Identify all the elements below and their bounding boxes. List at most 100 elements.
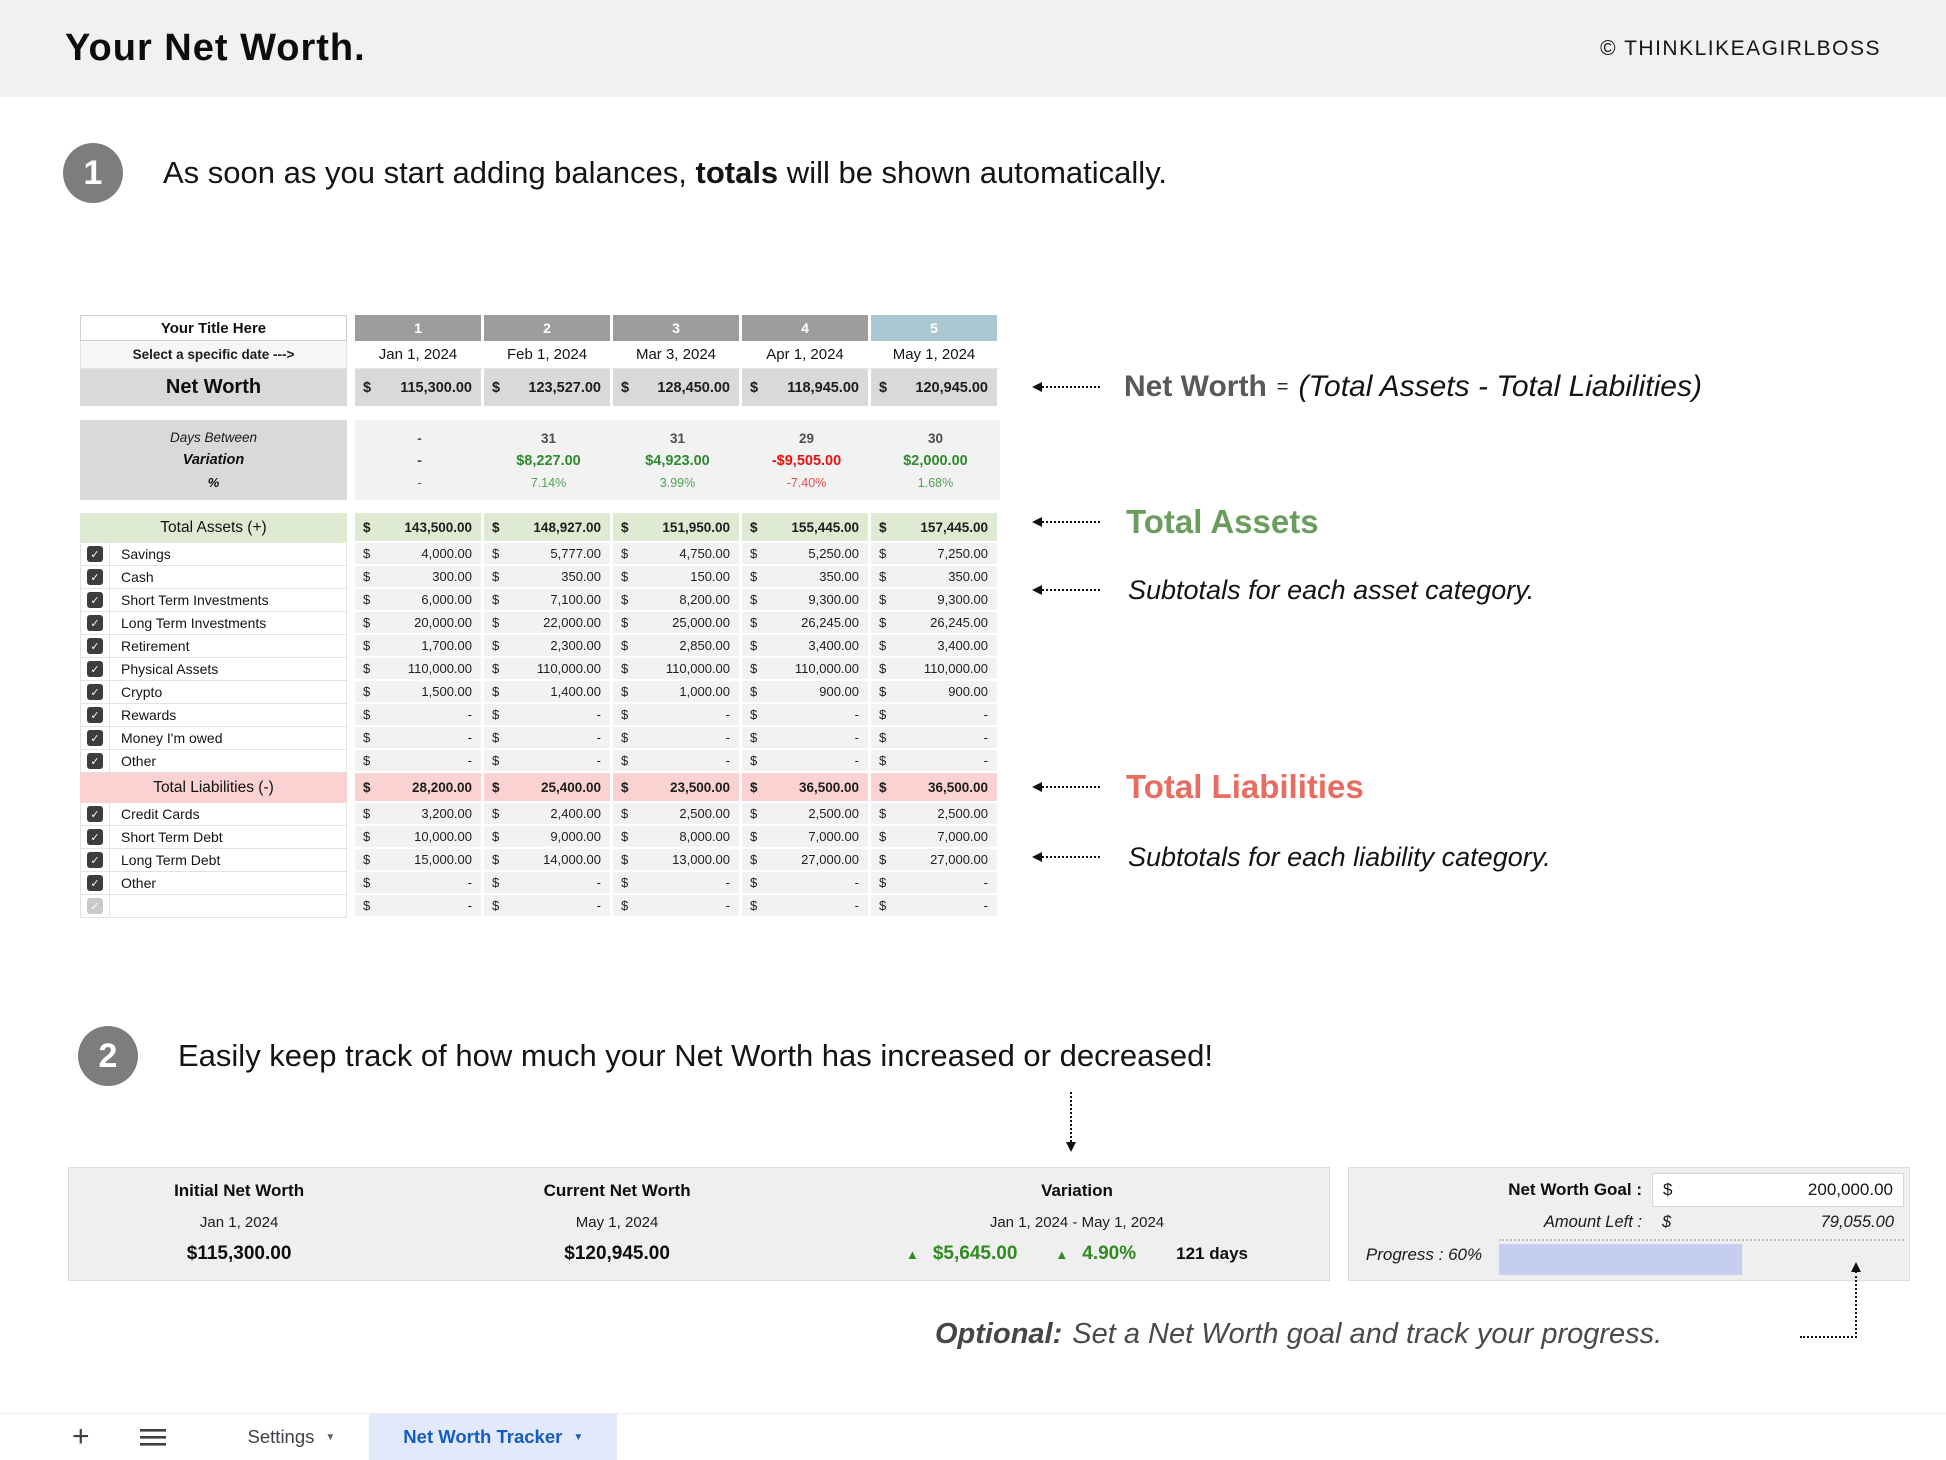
- sheet-cell: $110,000.00: [484, 658, 613, 681]
- variation-value: $4,923.00: [645, 452, 710, 469]
- checkbox-icon: ✓: [87, 569, 103, 585]
- hamburger-icon: [139, 1428, 166, 1446]
- days-between-value: 29: [798, 430, 815, 446]
- checkbox-cell: ✓: [81, 704, 110, 726]
- days-between-value: 31: [669, 430, 686, 446]
- stats-column: - - -: [355, 420, 484, 500]
- sheet-row: ✓ Long Term Debt $15,000.00 $14,000.00 $13,0…: [80, 849, 1000, 872]
- sheet-cell: $ -: [742, 704, 871, 727]
- step-1-badge: 1: [63, 143, 123, 203]
- amount-left-cell: $ 79,055.00: [1652, 1213, 1904, 1232]
- goal-value-cell[interactable]: $ 200,000.00: [1652, 1173, 1904, 1208]
- sheet-row: ✓ Credit Cards $3,200.00 $2,400.00 $2,500.00…: [80, 803, 1000, 826]
- currency-symbol: $: [1662, 1212, 1672, 1231]
- category-row-label: ✓ Long Term Investments: [80, 612, 347, 635]
- sheet-cell: $350.00: [742, 566, 871, 589]
- sheet-cell: $300.00: [355, 566, 484, 589]
- sheet-cell: $1,500.00: [355, 681, 484, 704]
- sheet-cell: $2,850.00: [613, 635, 742, 658]
- sheet-cell: $ -: [355, 750, 484, 773]
- tab-net-worth-tracker[interactable]: Net Worth Tracker ▼: [369, 1414, 618, 1460]
- page-title: Your Net Worth.: [65, 27, 366, 69]
- sheet-cell: $20,000.00: [355, 612, 484, 635]
- percent-value: 7.14%: [530, 475, 567, 490]
- total-assets-row: Total Assets (+): [80, 513, 347, 543]
- summary-variation-percent: 4.90%: [1082, 1243, 1137, 1264]
- sheet-row: ✓ Long Term Investments $20,000.00 $22,000.…: [80, 612, 1000, 635]
- sheet-cell: $148,927.00: [484, 513, 613, 543]
- annotation-liabilities-subtotals: Subtotals for each liability category.: [1032, 839, 1551, 875]
- checkbox-cell: ✓: [81, 727, 110, 749]
- stats-column: 29 -$9,505.00 -7.40%: [742, 420, 871, 500]
- summary-current-date: May 1, 2024: [575, 1213, 659, 1231]
- all-sheets-button[interactable]: [139, 1428, 166, 1446]
- category-row-label: ✓ Retirement: [80, 635, 347, 658]
- summary-current-label: Current Net Worth: [543, 1181, 691, 1200]
- sheet-row: ✓ Other $ - $ - $ - $ - $ -: [80, 750, 1000, 773]
- sheet-cell: $15,000.00: [355, 849, 484, 872]
- sheet-cell: $9,300.00: [871, 589, 1000, 612]
- sheet-cell: $123,527.00: [484, 369, 613, 406]
- sheet-row: ✓ Crypto $1,500.00 $1,400.00 $1,000.00 $900.0…: [80, 681, 1000, 704]
- tab-settings-label: Settings: [247, 1426, 315, 1447]
- sheet-cell: $2,500.00: [613, 803, 742, 826]
- sheet-cell: $ -: [613, 895, 742, 918]
- category-name: Savings: [121, 546, 171, 562]
- add-sheet-button[interactable]: +: [72, 1420, 90, 1453]
- sheet-row: Net Worth $115,300.00 $123,527.00 $128,450.…: [80, 369, 1000, 406]
- category-row-label: ✓ Credit Cards: [80, 803, 347, 826]
- annotation-net-worth-formula: (Total Assets - Total Liabilities): [1298, 370, 1702, 403]
- dashed-arrow-left-icon: [1032, 852, 1100, 862]
- stats-column: 30 $2,000.00 1.68%: [871, 420, 1000, 500]
- dashed-arrow-down-icon: [1066, 1092, 1076, 1152]
- sheet-cell: $900.00: [871, 681, 1000, 704]
- column-number-header: 5: [871, 315, 1000, 341]
- sheet-title-cell: Your Title Here: [80, 315, 347, 341]
- net-worth-label-cell: Net Worth: [80, 369, 347, 406]
- sheet-cell: $13,000.00: [613, 849, 742, 872]
- summary-variation-days: 121 days: [1176, 1244, 1248, 1263]
- up-triangle-icon: ▲: [905, 1246, 919, 1262]
- sheet-cell: $5,250.00: [742, 543, 871, 566]
- sheet-cell: $150.00: [613, 566, 742, 589]
- checkbox-icon: ✓: [87, 730, 103, 746]
- goal-row: Net Worth Goal : $ 200,000.00: [1349, 1173, 1904, 1208]
- category-row-label: ✓ Physical Assets: [80, 658, 347, 681]
- sheet-row: Total Assets (+) $143,500.00 $148,927.00 $1…: [80, 513, 1000, 543]
- stats-column: 31 $8,227.00 7.14%: [484, 420, 613, 500]
- sheet-cell: $ -: [871, 872, 1000, 895]
- sheet-cell: $ -: [742, 750, 871, 773]
- sheet-row: ✓ Cash $300.00 $350.00 $150.00 $350.00 $350.00: [80, 566, 1000, 589]
- tab-settings[interactable]: Settings ▼: [214, 1414, 370, 1460]
- summary-variation-range: Jan 1, 2024 - May 1, 2024: [989, 1213, 1165, 1231]
- column-gap: [347, 635, 355, 658]
- checkbox-icon: ✓: [87, 753, 103, 769]
- sheet-cell: $ -: [871, 704, 1000, 727]
- sheet-cell: $7,250.00: [871, 543, 1000, 566]
- category-name: Other: [121, 875, 157, 891]
- variation-value: $2,000.00: [903, 452, 968, 469]
- category-row-label: ✓ Long Term Debt: [80, 849, 347, 872]
- checkbox-cell: ✓: [81, 895, 110, 917]
- checkbox-cell: ✓: [81, 872, 110, 894]
- column-gap: [347, 704, 355, 727]
- sheet-cell: $3,400.00: [871, 635, 1000, 658]
- sheet-row: ✓ Savings $4,000.00 $5,777.00 $4,750.00 $5,25…: [80, 543, 1000, 566]
- sheet-cell: $27,000.00: [871, 849, 1000, 872]
- sheet-row: ✓ Short Term Debt $10,000.00 $9,000.00 $8,00…: [80, 826, 1000, 849]
- sheet-cell: $36,500.00: [742, 773, 871, 803]
- sheet-cell: $2,400.00: [484, 803, 613, 826]
- sheet-cell: $4,000.00: [355, 543, 484, 566]
- annotation-liabilities-subtotals-text: Subtotals for each liability category.: [1128, 841, 1551, 872]
- goal-panel: Net Worth Goal : $ 200,000.00 Amount Lef…: [1348, 1167, 1910, 1281]
- sheet-cell: $2,500.00: [871, 803, 1000, 826]
- sheet-cell: $ -: [355, 872, 484, 895]
- step-1-text: As soon as you start adding balances, to…: [163, 155, 1167, 191]
- category-name: Rewards: [121, 707, 177, 723]
- sheet-cell: $2,500.00: [742, 803, 871, 826]
- sheet-cell: $350.00: [484, 566, 613, 589]
- copyright-text: © THINKLIKEAGIRLBOSS: [1600, 36, 1881, 60]
- sheet-cell: $23,500.00: [613, 773, 742, 803]
- checkbox-icon: ✓: [87, 852, 103, 868]
- sheet-cell: $ -: [484, 872, 613, 895]
